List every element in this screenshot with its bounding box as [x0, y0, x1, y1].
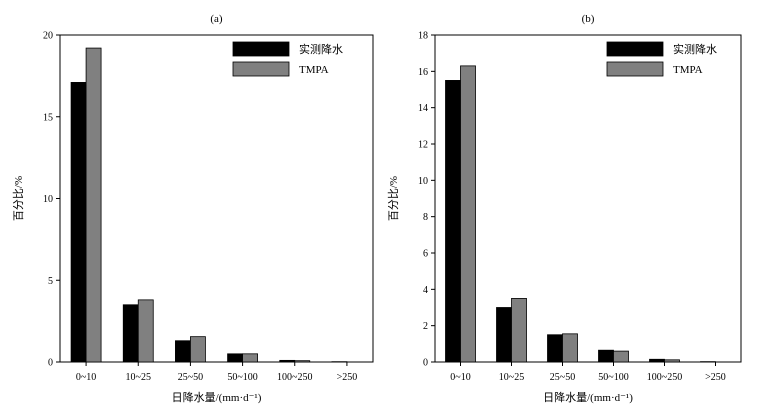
- y-tick-label: 14: [418, 103, 428, 114]
- plot-frame: [59, 34, 374, 363]
- legend-swatch: [232, 41, 290, 57]
- y-axis-label: 百分比/%: [387, 176, 400, 221]
- bar-observed: [122, 304, 139, 363]
- bar-tmpa: [242, 353, 258, 363]
- bar-tmpa: [613, 350, 629, 363]
- bar-tmpa: [137, 299, 154, 363]
- bar-observed: [175, 340, 191, 363]
- chart-title: (a): [210, 13, 223, 25]
- bar-tmpa: [294, 360, 311, 363]
- x-tick-label: 25~50: [550, 372, 575, 383]
- legend-label: 实测降水: [673, 42, 717, 56]
- y-tick-label: 6: [423, 249, 428, 260]
- chart-panel-a: (a) 0 5 10 15 20 0~10 10~25 25~50 50~100 100~250 >2…: [12, 13, 374, 404]
- y-tick-label: 4: [423, 285, 428, 296]
- bar-observed: [279, 359, 296, 363]
- bar-observed: [547, 334, 563, 363]
- y-tick-label: 0: [48, 358, 53, 369]
- bar-tmpa: [664, 359, 680, 363]
- y-tick-label: 5: [48, 276, 53, 287]
- y-tick-label: 10: [43, 194, 53, 205]
- x-axis-label: 日降水量/(mm·d⁻¹): [172, 390, 262, 404]
- y-axis-label: 百分比/%: [12, 176, 25, 221]
- bar-tmpa: [460, 65, 476, 363]
- y-tick-label: 15: [43, 112, 53, 123]
- legend-label: TMPA: [673, 64, 703, 76]
- x-tick-label: 10~25: [126, 372, 151, 383]
- y-tick-label: 10: [418, 176, 428, 187]
- x-axis-label: 日降水量/(mm·d⁻¹): [543, 390, 633, 404]
- x-tick-label: >250: [337, 372, 358, 383]
- chart-title: (b): [582, 13, 595, 25]
- legend-swatch: [232, 61, 290, 77]
- x-tick-label: 100~250: [277, 372, 312, 383]
- bar-observed: [445, 80, 461, 363]
- x-tick-label: 50~100: [227, 372, 257, 383]
- y-tick-label: 16: [418, 67, 428, 78]
- bar-tmpa: [511, 298, 527, 363]
- bar-tmpa: [562, 333, 578, 363]
- bar-observed: [227, 353, 243, 363]
- x-tick-label: >250: [705, 372, 726, 383]
- x-tick-label: 0~10: [450, 372, 470, 383]
- legend-swatch: [606, 61, 664, 77]
- x-tick-label: 0~10: [76, 372, 96, 383]
- y-tick-label: 2: [423, 321, 428, 332]
- bar-observed: [496, 307, 512, 363]
- bar-tmpa: [190, 336, 206, 363]
- bar-observed: [598, 349, 614, 363]
- y-tick-label: 0: [423, 358, 428, 369]
- x-tick-label: 50~100: [598, 372, 628, 383]
- y-tick-label: 20: [43, 31, 53, 42]
- chart-panel-b: (b) 0 2 4 6 8 10 12 14 16 18 0~10 10~25 25~50 50~100 10…: [387, 13, 742, 404]
- plot-frame: [434, 34, 742, 363]
- y-tick-label: 18: [418, 31, 428, 42]
- legend-swatch: [606, 41, 664, 57]
- x-tick-label: 100~250: [647, 372, 682, 383]
- y-tick-label: 8: [423, 212, 428, 223]
- legend-label: 实测降水: [299, 42, 343, 56]
- legend-label: TMPA: [299, 64, 329, 76]
- x-tick-label: 10~25: [499, 372, 524, 383]
- bar-observed: [649, 358, 665, 363]
- x-tick-label: 25~50: [178, 372, 203, 383]
- bar-tmpa: [85, 47, 102, 363]
- bar-observed: [70, 82, 87, 363]
- y-tick-label: 12: [418, 140, 428, 151]
